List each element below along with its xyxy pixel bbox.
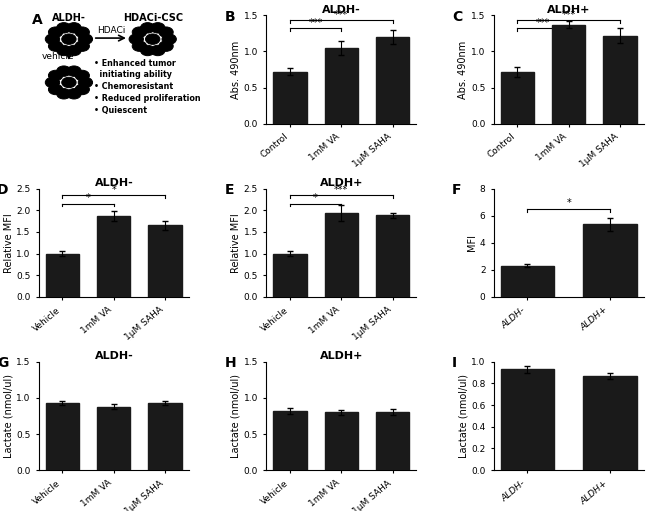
Text: *: *: [313, 193, 318, 203]
Circle shape: [49, 71, 63, 81]
Circle shape: [151, 45, 165, 56]
Y-axis label: Lactate (nmol/ul): Lactate (nmol/ul): [458, 374, 469, 458]
Bar: [500, 369, 554, 470]
Circle shape: [67, 88, 81, 99]
Bar: [46, 253, 79, 297]
Bar: [376, 412, 410, 470]
Circle shape: [129, 34, 144, 44]
Text: D: D: [0, 183, 8, 197]
Y-axis label: Lactate (nmol/ul): Lactate (nmol/ul): [3, 374, 14, 458]
Title: ALDH+: ALDH+: [320, 178, 363, 188]
Circle shape: [49, 27, 63, 37]
Text: C: C: [452, 10, 462, 24]
Title: ALDH-: ALDH-: [94, 178, 133, 188]
Circle shape: [75, 41, 90, 51]
Text: ***: ***: [562, 10, 576, 20]
Text: HDACi-CSC: HDACi-CSC: [123, 13, 183, 23]
Bar: [273, 253, 307, 297]
Circle shape: [159, 27, 173, 37]
Y-axis label: Abs. 490nm: Abs. 490nm: [458, 40, 469, 99]
Text: F: F: [452, 183, 461, 197]
Text: G: G: [0, 357, 8, 370]
Bar: [97, 216, 131, 297]
Circle shape: [46, 34, 60, 44]
Bar: [46, 403, 79, 470]
Y-axis label: Relative MFI: Relative MFI: [231, 213, 241, 272]
Y-axis label: Lactate (nmol/ul): Lactate (nmol/ul): [231, 374, 241, 458]
Text: I: I: [452, 357, 457, 370]
Circle shape: [67, 45, 81, 56]
Bar: [376, 216, 410, 297]
Text: • Enhanced tumor
  initiating ability
• Chemoresistant
• Reduced proliferation
•: • Enhanced tumor initiating ability • Ch…: [94, 59, 201, 115]
Bar: [148, 225, 182, 297]
Circle shape: [75, 27, 90, 37]
Circle shape: [49, 84, 63, 95]
Text: *: *: [566, 198, 571, 208]
Text: *: *: [86, 193, 90, 203]
Circle shape: [49, 41, 63, 51]
Bar: [273, 72, 307, 124]
Bar: [552, 25, 586, 124]
Circle shape: [132, 41, 147, 51]
Circle shape: [75, 84, 90, 95]
Title: ALDH+: ALDH+: [547, 5, 590, 14]
Circle shape: [62, 34, 76, 44]
Text: H: H: [224, 357, 236, 370]
Bar: [324, 48, 358, 124]
Circle shape: [46, 77, 60, 88]
Text: ***: ***: [536, 18, 550, 28]
Text: ***: ***: [309, 18, 322, 28]
Circle shape: [140, 22, 155, 33]
Bar: [97, 407, 131, 470]
Title: ALDH-: ALDH-: [322, 5, 361, 14]
Y-axis label: Abs. 490nm: Abs. 490nm: [231, 40, 241, 99]
Circle shape: [132, 27, 147, 37]
Text: ***: ***: [334, 10, 348, 20]
Circle shape: [140, 45, 155, 56]
Circle shape: [57, 88, 71, 99]
Circle shape: [146, 34, 160, 44]
Circle shape: [62, 77, 76, 88]
Bar: [324, 412, 358, 470]
Title: ALDH-: ALDH-: [94, 351, 133, 361]
Text: ***: ***: [334, 184, 348, 195]
Circle shape: [78, 77, 92, 88]
Bar: [500, 72, 534, 124]
Text: *: *: [111, 184, 116, 195]
Bar: [603, 36, 637, 124]
Bar: [148, 403, 182, 470]
Text: vehicle: vehicle: [42, 52, 75, 61]
Text: HDACi: HDACi: [97, 26, 125, 35]
Y-axis label: Relative MFI: Relative MFI: [3, 213, 14, 272]
Circle shape: [159, 41, 173, 51]
Bar: [583, 224, 637, 297]
Bar: [583, 376, 637, 470]
Title: ALDH+: ALDH+: [320, 351, 363, 361]
Bar: [500, 266, 554, 297]
Bar: [324, 213, 358, 297]
Circle shape: [162, 34, 176, 44]
Circle shape: [67, 22, 81, 33]
Circle shape: [57, 66, 71, 76]
Text: E: E: [224, 183, 234, 197]
Text: ALDH-: ALDH-: [52, 13, 86, 23]
Circle shape: [57, 22, 71, 33]
Y-axis label: MFI: MFI: [467, 234, 477, 251]
Text: A: A: [31, 13, 42, 27]
Circle shape: [75, 71, 90, 81]
Bar: [376, 37, 410, 124]
Circle shape: [151, 22, 165, 33]
Circle shape: [78, 34, 92, 44]
Bar: [273, 411, 307, 470]
Circle shape: [67, 66, 81, 76]
Text: B: B: [224, 10, 235, 24]
Circle shape: [57, 45, 71, 56]
